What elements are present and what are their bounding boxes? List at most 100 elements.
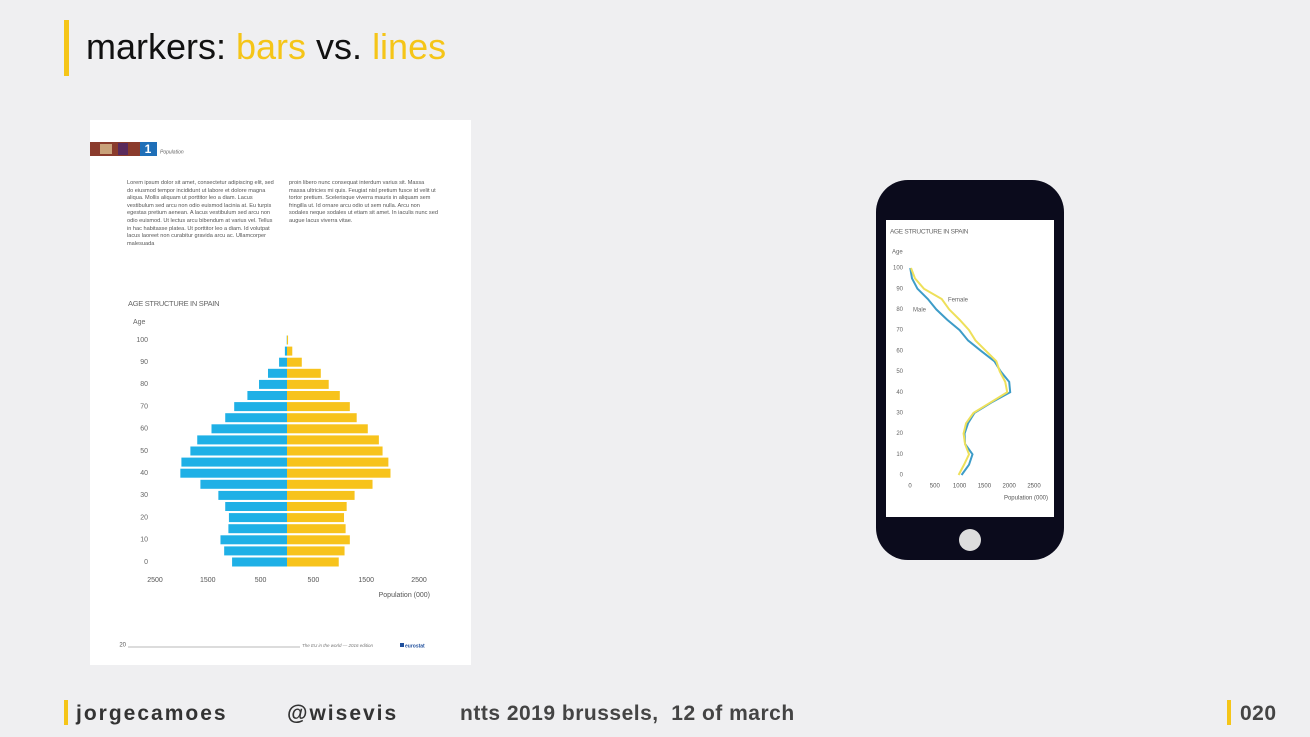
phone-screen bbox=[886, 220, 1054, 517]
x-tick-label: 1500 bbox=[978, 484, 992, 490]
x-tick-label: 1000 bbox=[953, 484, 967, 490]
bar bbox=[284, 346, 287, 356]
bar bbox=[287, 424, 368, 434]
y-axis-label: Age bbox=[892, 250, 903, 256]
bar bbox=[287, 557, 339, 567]
bar bbox=[287, 524, 346, 534]
bar bbox=[211, 424, 287, 434]
bar bbox=[228, 524, 287, 534]
y-tick-label: 50 bbox=[140, 448, 148, 455]
bar bbox=[287, 446, 383, 456]
series-label: Male bbox=[913, 308, 927, 314]
y-tick-label: 10 bbox=[140, 537, 148, 544]
y-tick-label: 70 bbox=[140, 403, 148, 410]
x-tick-label: 1500 bbox=[358, 577, 374, 584]
line bbox=[910, 267, 1009, 476]
author: jorgecamoes bbox=[76, 702, 228, 725]
bar bbox=[180, 468, 287, 478]
y-tick-label: 60 bbox=[140, 426, 148, 433]
bar bbox=[287, 379, 329, 389]
bar bbox=[287, 391, 340, 400]
bar bbox=[218, 490, 287, 500]
y-tick-label: 100 bbox=[893, 266, 904, 272]
bar bbox=[287, 357, 302, 367]
x-tick-label: 500 bbox=[308, 577, 320, 584]
x-tick-label: 500 bbox=[930, 484, 941, 490]
y-tick-label: 40 bbox=[140, 470, 148, 477]
event: ntts 2019 brussels, 12 of march bbox=[460, 702, 795, 725]
title-part: lines bbox=[372, 26, 447, 67]
y-tick-label: 80 bbox=[896, 307, 903, 313]
title-accent bbox=[64, 20, 69, 76]
bar bbox=[287, 435, 379, 445]
section-name: Population bbox=[160, 149, 184, 155]
running-footer: The EU in the world — 2016 edition bbox=[302, 643, 374, 648]
bar bbox=[224, 546, 287, 556]
publisher-logo bbox=[400, 643, 404, 647]
title-part: vs. bbox=[306, 26, 373, 67]
slide-title: markers: bars vs. lines bbox=[86, 26, 446, 68]
y-tick-label: 30 bbox=[896, 410, 903, 416]
x-tick-label: 1500 bbox=[200, 577, 216, 584]
y-tick-label: 50 bbox=[896, 369, 903, 375]
y-tick-label: 20 bbox=[896, 431, 903, 437]
y-tick-label: 10 bbox=[896, 452, 903, 458]
page-accent bbox=[1227, 700, 1231, 725]
home-button bbox=[959, 529, 981, 551]
x-axis-label: Population (000) bbox=[379, 592, 430, 599]
bar bbox=[287, 402, 350, 412]
text-column: proin libero nunc consequat interdum var… bbox=[289, 180, 438, 224]
bar bbox=[267, 368, 287, 378]
y-tick-label: 30 bbox=[140, 492, 148, 499]
page-number: 20 bbox=[119, 643, 126, 649]
footer-accent bbox=[64, 700, 68, 725]
x-tick-label: 2500 bbox=[1027, 484, 1041, 490]
title-part: bars bbox=[236, 26, 307, 67]
x-tick-label: 0 bbox=[908, 484, 912, 490]
y-tick-label: 0 bbox=[144, 559, 148, 566]
bar bbox=[232, 557, 287, 567]
series-label: Female bbox=[948, 298, 969, 304]
bar bbox=[234, 402, 287, 412]
x-tick-label: 2500 bbox=[411, 577, 427, 584]
y-tick-label: 90 bbox=[140, 359, 148, 366]
header-image-detail bbox=[100, 144, 112, 154]
y-tick-label: 0 bbox=[900, 473, 904, 479]
bar bbox=[287, 346, 293, 356]
y-tick-label: 60 bbox=[896, 348, 903, 354]
bar bbox=[287, 546, 345, 556]
chapter-box bbox=[140, 142, 157, 156]
bar bbox=[225, 413, 287, 423]
bar bbox=[197, 435, 287, 445]
bar bbox=[287, 490, 355, 500]
y-axis-label: Age bbox=[133, 319, 146, 326]
bar bbox=[225, 502, 287, 511]
bar bbox=[259, 379, 287, 389]
y-tick-label: 100 bbox=[136, 337, 148, 344]
y-tick-label: 80 bbox=[140, 381, 148, 388]
bar bbox=[287, 468, 391, 478]
bar bbox=[287, 457, 389, 467]
bar bbox=[287, 479, 373, 489]
bar bbox=[287, 535, 350, 545]
bar bbox=[228, 513, 287, 523]
publisher: eurostat bbox=[405, 643, 425, 649]
bar bbox=[287, 413, 357, 423]
chapter-number: 1 bbox=[145, 142, 152, 156]
bar bbox=[190, 446, 287, 456]
y-tick-label: 90 bbox=[896, 286, 903, 292]
chart-title: AGE STRUCTURE IN SPAIN bbox=[128, 299, 219, 308]
bar bbox=[287, 502, 347, 511]
y-tick-label: 70 bbox=[896, 328, 903, 334]
bar bbox=[279, 357, 287, 367]
slide-number: 020 bbox=[1240, 702, 1277, 725]
x-axis-label: Population (000) bbox=[1004, 496, 1048, 502]
bar bbox=[220, 535, 287, 545]
y-tick-label: 40 bbox=[896, 390, 903, 396]
bar bbox=[287, 368, 321, 378]
title-part: markers: bbox=[86, 26, 237, 67]
x-tick-label: 2500 bbox=[147, 577, 163, 584]
bar bbox=[181, 457, 287, 467]
y-tick-label: 20 bbox=[140, 514, 148, 521]
